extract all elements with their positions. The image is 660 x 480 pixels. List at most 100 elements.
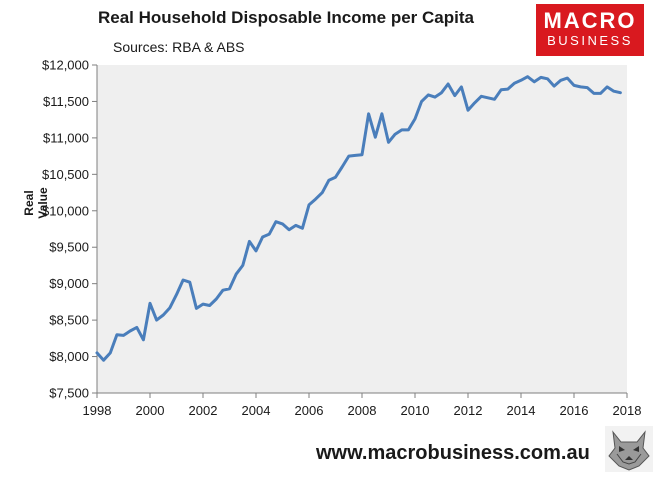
y-tick-label: $10,500 [42, 167, 89, 182]
data-point [175, 293, 178, 296]
data-point [109, 351, 112, 354]
data-point [314, 198, 317, 201]
y-tick-label: $12,000 [42, 58, 89, 73]
logo-line-business: BUSINESS [547, 33, 633, 48]
macrobusiness-logo[interactable]: MACRO BUSINESS [536, 4, 644, 56]
series-line [95, 75, 622, 362]
data-point [394, 133, 397, 136]
website-url[interactable]: www.macrobusiness.com.au [316, 442, 590, 464]
y-tick-label: $8,500 [49, 313, 89, 328]
data-point [473, 101, 476, 104]
data-point [486, 96, 489, 99]
data-point [380, 112, 383, 115]
data-point [281, 222, 284, 225]
y-tick-label: $10,000 [42, 203, 89, 218]
data-point [135, 326, 138, 329]
data-point [447, 83, 450, 86]
data-point [599, 92, 602, 95]
data-point [155, 319, 158, 322]
data-point [162, 314, 165, 317]
data-point [553, 85, 556, 88]
data-point [347, 155, 350, 158]
data-point [506, 88, 509, 91]
data-point [255, 249, 258, 252]
data-point [202, 303, 205, 306]
data-point [308, 203, 311, 206]
data-point [619, 91, 622, 94]
data-point [268, 233, 271, 236]
data-point [440, 91, 443, 94]
x-tick-label: 2014 [507, 403, 536, 418]
y-tick-label: $9,000 [49, 276, 89, 291]
data-point [115, 333, 118, 336]
data-point [460, 85, 463, 88]
data-point [606, 85, 609, 88]
chart-subtitle: Sources: RBA & ABS [113, 39, 245, 55]
data-point [592, 92, 595, 95]
data-point [480, 95, 483, 98]
data-point [195, 307, 198, 310]
data-point [261, 236, 264, 239]
data-point [354, 154, 357, 157]
data-point [241, 264, 244, 267]
data-point [149, 302, 152, 305]
data-point [142, 338, 145, 341]
data-point [248, 240, 251, 243]
x-tick-label: 2012 [454, 403, 483, 418]
data-point [188, 281, 191, 284]
logo-line-macro: MACRO [543, 8, 637, 33]
data-point [235, 273, 238, 276]
wolf-icon [605, 426, 653, 472]
data-point [367, 112, 370, 115]
y-tick-label: $8,000 [49, 349, 89, 364]
data-point [520, 79, 523, 82]
data-point [168, 306, 171, 309]
data-point [414, 117, 417, 120]
y-tick-label: $7,500 [49, 386, 89, 401]
data-point [387, 141, 390, 144]
data-point [513, 82, 516, 85]
data-point [129, 330, 132, 333]
data-point [122, 334, 125, 337]
data-point [327, 179, 330, 182]
data-point [182, 279, 185, 282]
data-point [96, 351, 99, 354]
data-point [221, 289, 224, 292]
data-point [400, 128, 403, 131]
y-tick-label: $11,000 [43, 130, 89, 145]
data-point [361, 153, 364, 156]
x-tick-label: 2016 [560, 403, 589, 418]
data-point [586, 86, 589, 89]
data-point [533, 80, 536, 83]
data-point [420, 100, 423, 103]
data-point [526, 75, 529, 78]
data-point [208, 304, 211, 307]
x-tick-label: 1998 [83, 403, 112, 418]
x-tick-label: 2000 [136, 403, 165, 418]
data-point [427, 93, 430, 96]
data-point [341, 166, 344, 169]
y-tick-label: $11,500 [43, 94, 89, 109]
data-point [321, 191, 324, 194]
x-tick-label: 2018 [613, 403, 642, 418]
data-point [467, 109, 470, 112]
data-point [301, 227, 304, 230]
x-tick-label: 2006 [295, 403, 324, 418]
data-point [102, 359, 105, 362]
data-point [559, 79, 562, 82]
data-point [493, 98, 496, 101]
x-tick-label: 2002 [189, 403, 218, 418]
data-point [288, 228, 291, 231]
plot-area [97, 65, 627, 393]
data-point [334, 176, 337, 179]
chart-title: Real Household Disposable Income per Cap… [98, 8, 474, 27]
data-point [215, 298, 218, 301]
data-point [407, 128, 410, 131]
data-point [539, 76, 542, 79]
data-point [453, 94, 456, 97]
data-point [612, 90, 615, 93]
data-point [433, 96, 436, 99]
data-point [294, 224, 297, 227]
data-point [228, 287, 231, 290]
